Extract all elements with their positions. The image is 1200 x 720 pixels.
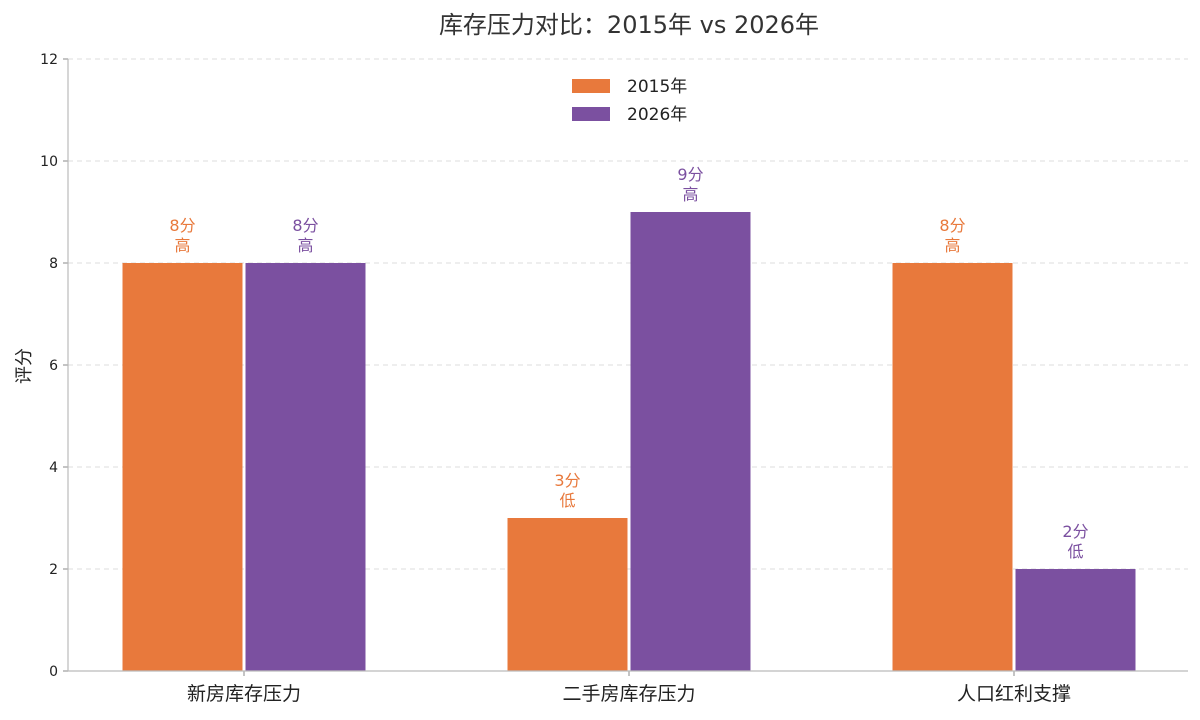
- x-tick-label: 二手房库存压力: [562, 683, 695, 705]
- bar-2015-1: [507, 518, 628, 671]
- data-label-level: 高: [682, 185, 698, 204]
- bar-2015-2: [892, 263, 1013, 671]
- axes: 0 2 4 6 8 10 12 新房库存压力 二手房库存压力 人口红利支撑: [40, 52, 1188, 705]
- legend-swatch-2015: [572, 79, 610, 93]
- bars: [122, 212, 1136, 671]
- data-label-score: 2分: [1062, 522, 1088, 541]
- data-label-score: 8分: [292, 216, 318, 235]
- legend-label: 2026年: [627, 105, 687, 125]
- grid-lines: [68, 58, 1188, 570]
- bar-2026-1: [630, 212, 751, 671]
- data-label-score: 8分: [939, 216, 965, 235]
- data-label-level: 高: [944, 236, 960, 255]
- data-label-score: 3分: [554, 471, 580, 490]
- y-tick-label: 12: [40, 52, 58, 68]
- y-tick-label: 4: [49, 460, 58, 476]
- y-axis-label: 评分: [14, 348, 35, 384]
- bar-2015-0: [122, 263, 243, 671]
- y-tick-label: 6: [49, 358, 58, 374]
- data-label-level: 高: [297, 236, 313, 255]
- y-tick-label: 0: [49, 664, 58, 680]
- data-label-level: 低: [1067, 542, 1083, 561]
- bar-2026-2: [1015, 569, 1136, 671]
- legend: 2015年 2026年: [572, 77, 687, 125]
- chart-title: 库存压力对比：2015年 vs 2026年: [439, 11, 819, 39]
- data-label-level: 低: [559, 491, 575, 510]
- bar-2026-0: [245, 263, 366, 671]
- data-label-score: 8分: [169, 216, 195, 235]
- y-tick-label: 8: [49, 256, 58, 272]
- y-tick-label: 10: [40, 154, 58, 170]
- x-tick-label: 新房库存压力: [187, 683, 301, 705]
- data-label-score: 9分: [677, 165, 703, 184]
- data-label-level: 高: [174, 236, 190, 255]
- x-tick-label: 人口红利支撑: [957, 683, 1071, 705]
- legend-label: 2015年: [627, 77, 687, 97]
- y-tick-label: 2: [49, 562, 58, 578]
- legend-swatch-2026: [572, 107, 610, 121]
